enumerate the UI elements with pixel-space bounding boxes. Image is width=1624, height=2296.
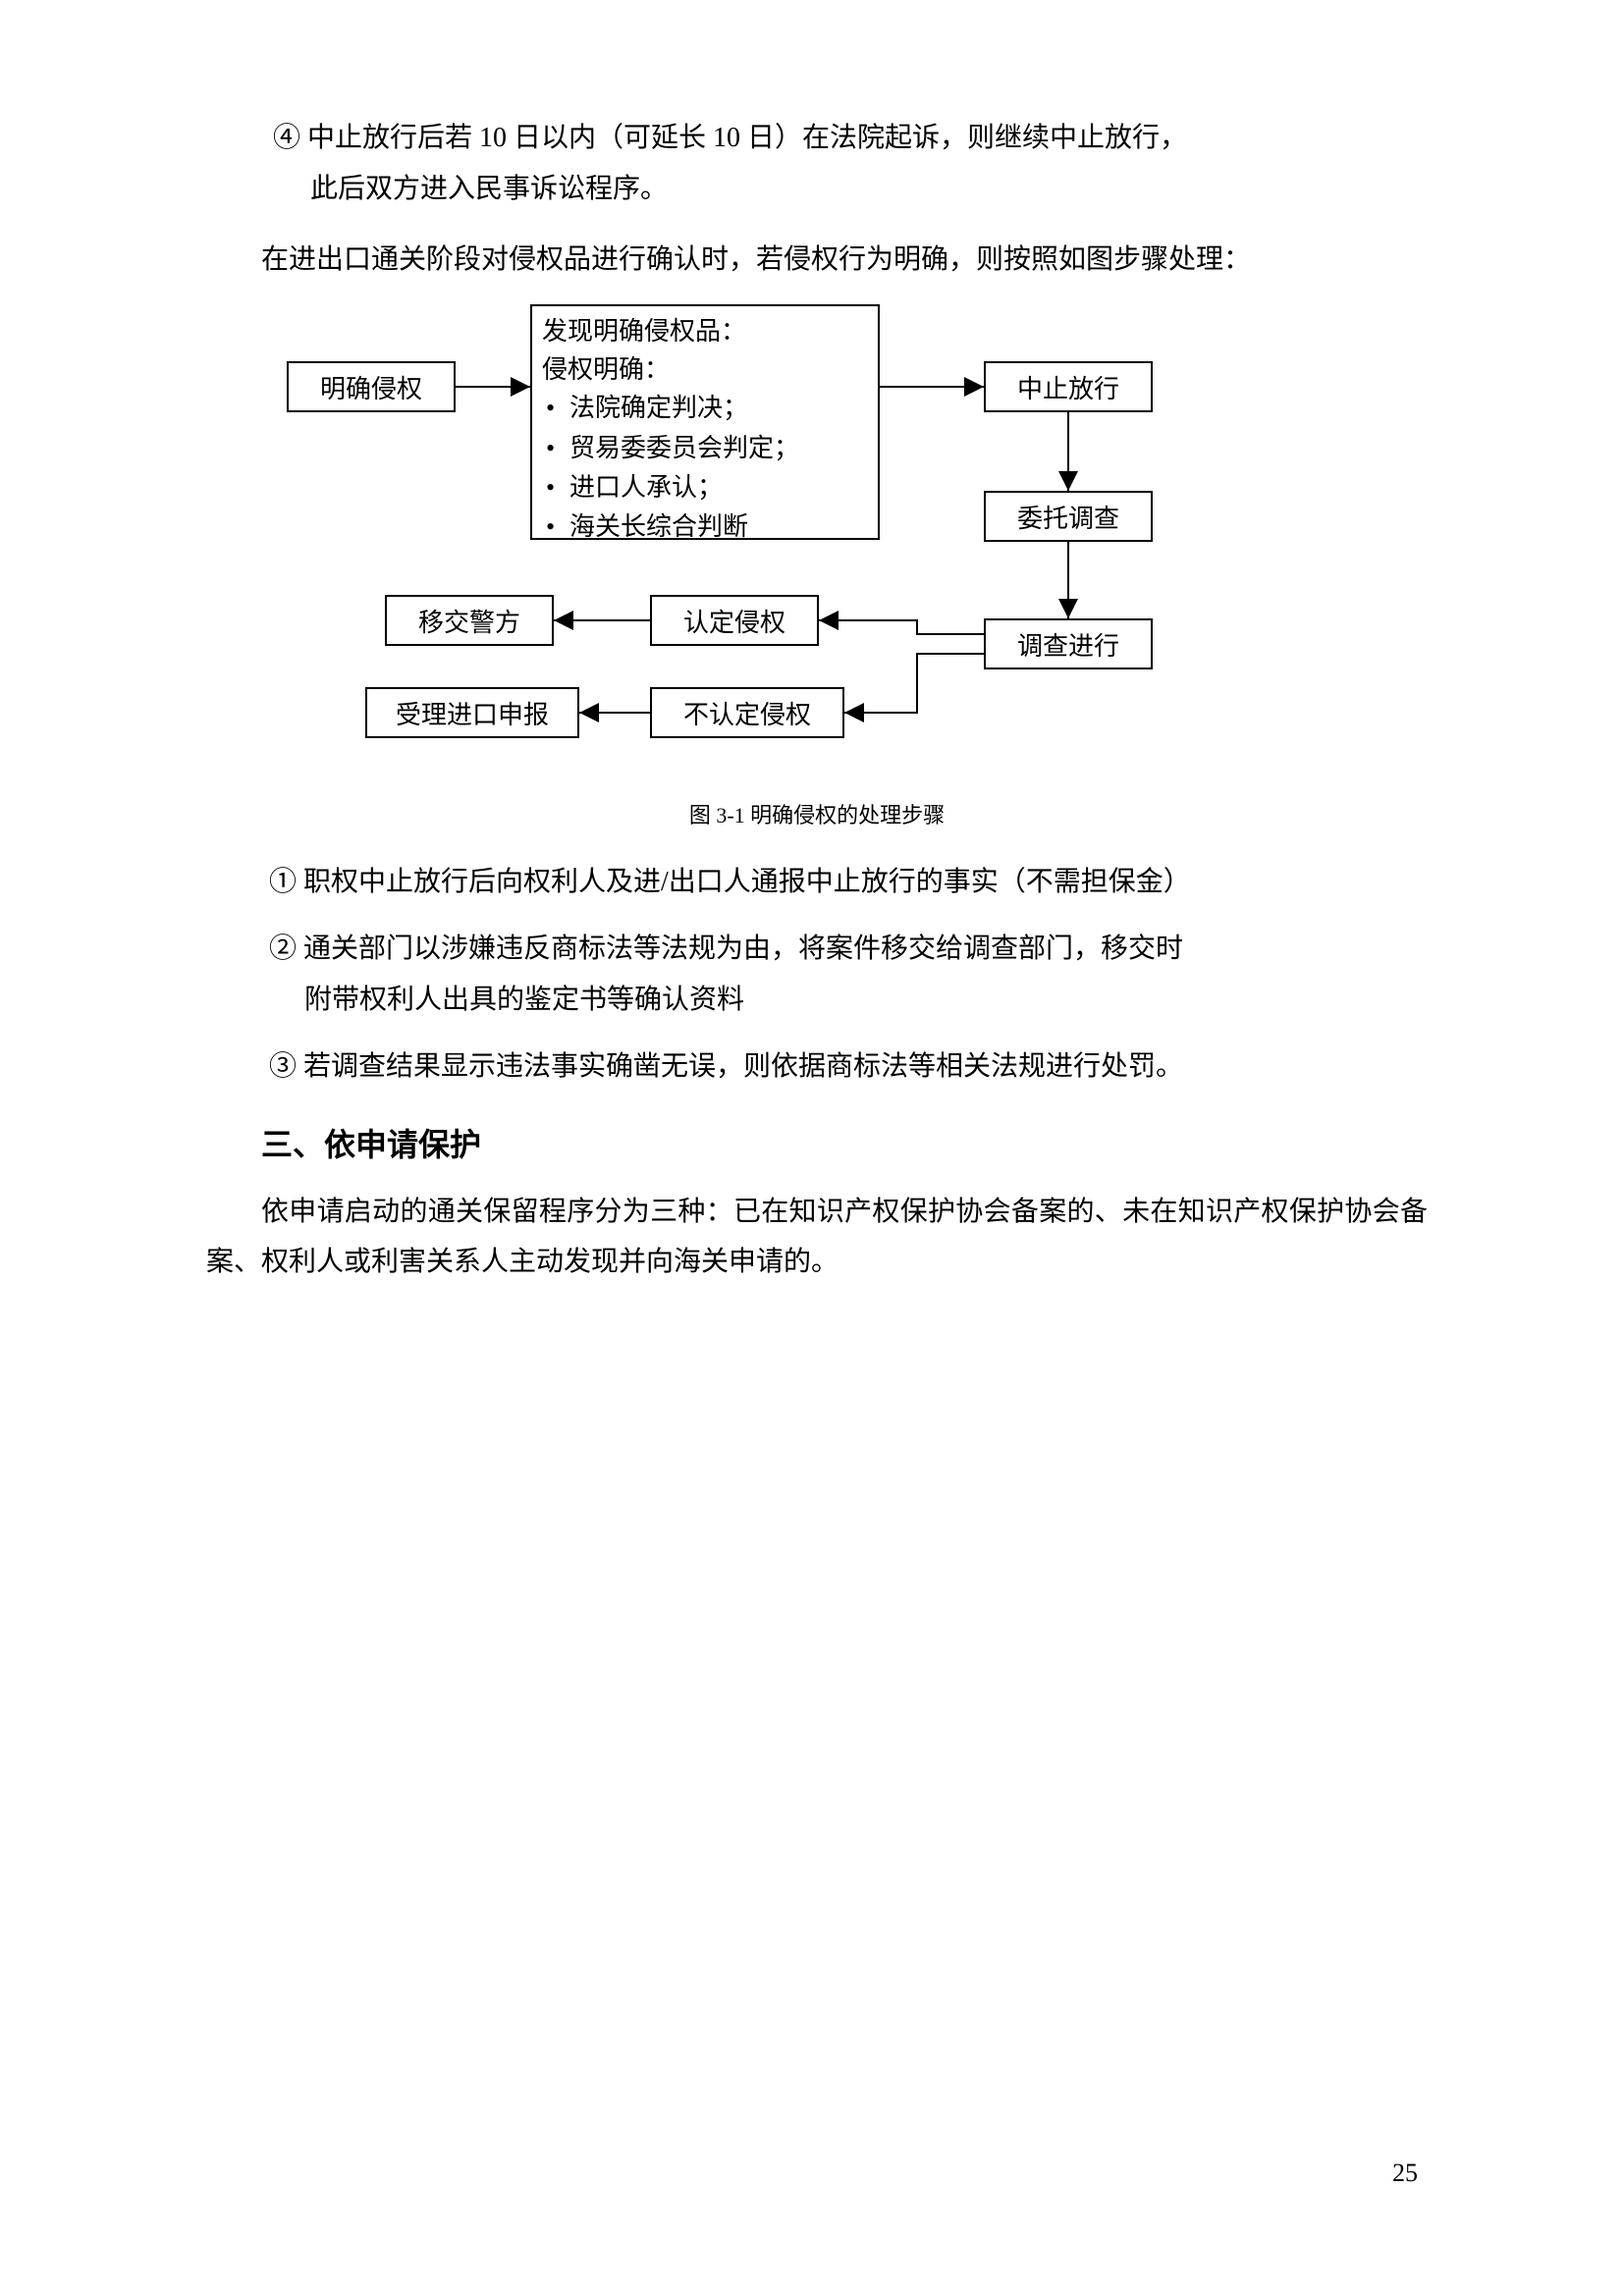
numbered-item-4: ④ 中止放行后若 10 日以内（可延长 10 日）在法院起诉，则继续中止放行， … — [206, 113, 1428, 215]
item-marker: ③ — [269, 1051, 297, 1082]
figure-caption: 图 3-1 明确侵权的处理步骤 — [206, 798, 1428, 829]
intro-paragraph: 在进出口通关阶段对侵权品进行确认时，若侵权行为明确，则按照如图步骤处理： — [206, 235, 1428, 286]
item-text: 若调查结果显示违法事实确凿无误，则依据商标法等相关法规进行处罚。 — [303, 1051, 1183, 1082]
list-item: ② 通关部门以涉嫌违反商标法等法规为由，将案件移交给调查部门，移交时 附带权利人… — [206, 924, 1428, 1026]
item-marker: ① — [269, 867, 297, 897]
node-transfer-police: 移交警方 — [385, 595, 554, 646]
evidence-bullets: 法院确定判决； 贸易委委员会判定； 进口人承认； 海关长综合判断 — [542, 389, 868, 547]
item-text-line1: 中止放行后若 10 日以内（可延长 10 日）在法院起诉，则继续中止放行， — [307, 123, 1187, 153]
node-entrust-investigation: 委托调查 — [984, 491, 1153, 542]
item-marker: ④ — [273, 123, 300, 153]
node-evidence-list: 发现明确侵权品： 侵权明确： 法院确定判决； 贸易委委员会判定； 进口人承认； … — [530, 304, 880, 540]
node-clear-infringement: 明确侵权 — [287, 361, 456, 412]
node-confirm-infringement: 认定侵权 — [650, 595, 819, 646]
node-suspend-release: 中止放行 — [984, 361, 1153, 412]
list-item: ① 职权中止放行后向权利人及进/出口人通报中止放行的事实（不需担保金） — [206, 857, 1428, 908]
item-text: 职权中止放行后向权利人及进/出口人通报中止放行的事实（不需担保金） — [303, 867, 1191, 897]
page: ④ 中止放行后若 10 日以内（可延长 10 日）在法院起诉，则继续中止放行， … — [0, 0, 1624, 1288]
section-heading: 三、依申请保护 — [261, 1120, 1428, 1165]
item-text-cont: 附带权利人出具的鉴定书等确认资料 — [304, 975, 1428, 1026]
item-text: 通关部门以涉嫌违反商标法等法规为由，将案件移交给调查部门，移交时 — [303, 934, 1183, 964]
list-item: ③ 若调查结果显示违法事实确凿无误，则依据商标法等相关法规进行处罚。 — [206, 1041, 1428, 1093]
item-text-line2: 此后双方进入民事诉讼程序。 — [310, 164, 1428, 215]
bottom-paragraph: 依申请启动的通关保留程序分为三种：已在知识产权保护协会备案的、未在知识产权保护协… — [206, 1187, 1428, 1289]
numbered-list: ① 职权中止放行后向权利人及进/出口人通报中止放行的事实（不需担保金） ② 通关… — [206, 857, 1428, 1092]
node-investigation-proceed: 调查进行 — [984, 618, 1153, 669]
page-number: 25 — [1392, 2159, 1418, 2188]
node-not-confirm-infringement: 不认定侵权 — [650, 687, 844, 738]
item-marker: ② — [269, 934, 297, 964]
flowchart: 明确侵权 发现明确侵权品： 侵权明确： 法院确定判决； 贸易委委员会判定； 进口… — [228, 304, 1406, 780]
node-accept-import-declaration: 受理进口申报 — [365, 687, 579, 738]
